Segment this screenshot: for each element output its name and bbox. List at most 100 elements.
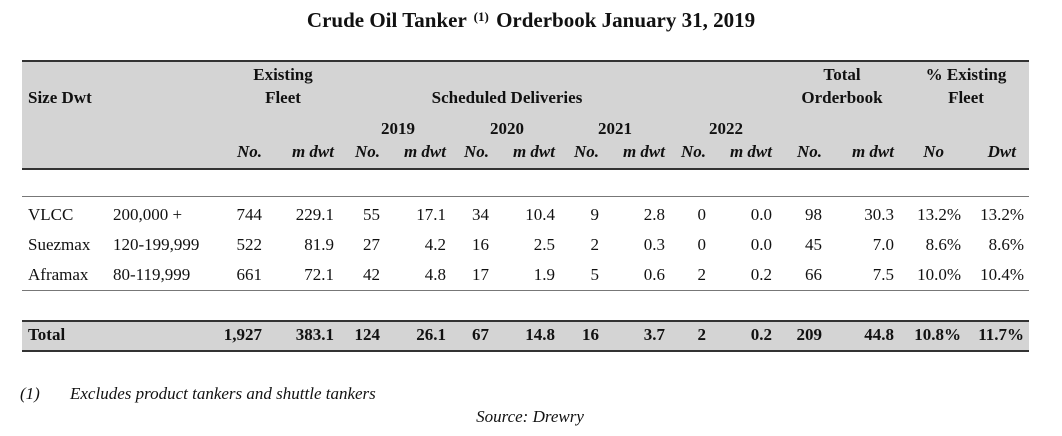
divider-top xyxy=(22,196,1029,197)
header-total-line2: Orderbook xyxy=(801,88,883,107)
row-value: 2.5 xyxy=(533,235,555,254)
row-value: 13.2% xyxy=(917,205,961,224)
divider-bottom xyxy=(22,290,1029,291)
row-value: 7.0 xyxy=(872,235,894,254)
header-size-dwt: Size Dwt xyxy=(28,88,92,107)
row-name: Suezmax xyxy=(28,235,91,254)
header-total-line1: Total xyxy=(823,65,861,84)
total-value: 383.1 xyxy=(295,325,334,344)
total-value: 2 xyxy=(697,325,707,344)
subheader-pct-no: No xyxy=(923,142,944,161)
row-value: 10.4% xyxy=(980,265,1024,284)
subheader-pct-dwt: Dwt xyxy=(987,142,1016,161)
row-value: 10.4 xyxy=(525,205,555,224)
row-value: 2.8 xyxy=(643,205,665,224)
total-value: 14.8 xyxy=(525,325,555,344)
row-value: 55 xyxy=(363,205,380,224)
row-value: 522 xyxy=(236,235,263,254)
subheader-total-mdwt: m dwt xyxy=(851,142,894,161)
total-value: 11.7% xyxy=(978,325,1024,344)
row-value: 7.5 xyxy=(872,265,894,284)
row-value: 0.3 xyxy=(643,235,665,254)
row-value: 9 xyxy=(590,205,600,224)
row-size: 120-199,999 xyxy=(113,235,200,254)
row-value: 10.0% xyxy=(917,265,961,284)
title-note-marker: (1) xyxy=(473,9,489,24)
row-value: 8.6% xyxy=(925,235,961,254)
row-value: 17.1 xyxy=(416,205,446,224)
row-size: 80-119,999 xyxy=(113,265,191,284)
row-value: 4.2 xyxy=(424,235,446,254)
row-value: 72.1 xyxy=(304,265,334,284)
header-year-2020: 2020 xyxy=(490,119,524,138)
row-value: 229.1 xyxy=(295,205,334,224)
title-suffix: Orderbook January 31, 2019 xyxy=(496,8,756,32)
row-value: 66 xyxy=(805,265,822,284)
footnote-marker: (1) xyxy=(20,384,40,403)
row-value: 27 xyxy=(363,235,380,254)
row-value: 0 xyxy=(697,205,707,224)
row-value: 4.8 xyxy=(424,265,446,284)
row-name: Aframax xyxy=(28,265,89,284)
row-value: 45 xyxy=(805,235,822,254)
header-pct-line2: Fleet xyxy=(948,88,984,107)
subheader-2022-no: No. xyxy=(680,142,706,161)
subheader-2019-no: No. xyxy=(354,142,380,161)
header-band xyxy=(22,60,1029,170)
row-value: 0 xyxy=(697,235,707,254)
row-value: 34 xyxy=(472,205,489,224)
row-value: 744 xyxy=(236,205,263,224)
subheader-2020-no: No. xyxy=(463,142,489,161)
row-value: 1.9 xyxy=(533,265,555,284)
total-value: 10.8% xyxy=(914,325,961,344)
subheader-fleet-mdwt: m dwt xyxy=(291,142,334,161)
header-year-2022: 2022 xyxy=(709,119,743,138)
header-pct-line1: % Existing xyxy=(925,65,1007,84)
subheader-total-no: No. xyxy=(796,142,822,161)
page-title: Crude Oil Tanker (1) Orderbook January 3… xyxy=(0,8,1062,33)
row-value: 13.2% xyxy=(980,205,1024,224)
total-value: 209 xyxy=(796,325,823,344)
header-scheduled-deliveries: Scheduled Deliveries xyxy=(431,88,583,107)
total-value: 67 xyxy=(472,325,489,344)
row-value: 30.3 xyxy=(864,205,894,224)
total-value: 124 xyxy=(354,325,381,344)
total-band xyxy=(22,320,1029,352)
footnote-text: Excludes product tankers and shuttle tan… xyxy=(70,384,376,403)
row-value: 0.0 xyxy=(750,235,772,254)
header-existing-line1: Existing xyxy=(253,65,313,84)
total-value: 0.2 xyxy=(750,325,772,344)
total-value: 26.1 xyxy=(416,325,446,344)
row-value: 98 xyxy=(805,205,822,224)
subheader-2021-no: No. xyxy=(573,142,599,161)
source-note: Source: Drewry xyxy=(476,407,584,426)
row-value: 5 xyxy=(590,265,600,284)
total-value: 3.7 xyxy=(643,325,665,344)
row-value: 81.9 xyxy=(304,235,334,254)
subheader-fleet-no: No. xyxy=(236,142,262,161)
row-value: 42 xyxy=(363,265,380,284)
row-value: 2 xyxy=(697,265,707,284)
subheader-2022-mdwt: m dwt xyxy=(729,142,772,161)
row-value: 0.0 xyxy=(750,205,772,224)
row-value: 16 xyxy=(472,235,489,254)
row-value: 17 xyxy=(472,265,489,284)
header-year-2021: 2021 xyxy=(598,119,632,138)
total-value: 44.8 xyxy=(864,325,894,344)
subheader-2021-mdwt: m dwt xyxy=(622,142,665,161)
row-value: 0.2 xyxy=(750,265,772,284)
subheader-2020-mdwt: m dwt xyxy=(512,142,555,161)
row-value: 2 xyxy=(590,235,600,254)
row-value: 0.6 xyxy=(643,265,665,284)
total-label: Total xyxy=(28,325,66,344)
header-existing-line2: Fleet xyxy=(265,88,301,107)
total-value: 1,927 xyxy=(223,325,262,344)
subheader-2019-mdwt: m dwt xyxy=(403,142,446,161)
row-name: VLCC xyxy=(28,205,74,224)
total-value: 16 xyxy=(582,325,599,344)
row-value: 8.6% xyxy=(988,235,1024,254)
header-year-2019: 2019 xyxy=(381,119,415,138)
row-value: 661 xyxy=(236,265,263,284)
row-size: 200,000 + xyxy=(113,205,183,224)
title-prefix: Crude Oil Tanker xyxy=(306,8,467,32)
